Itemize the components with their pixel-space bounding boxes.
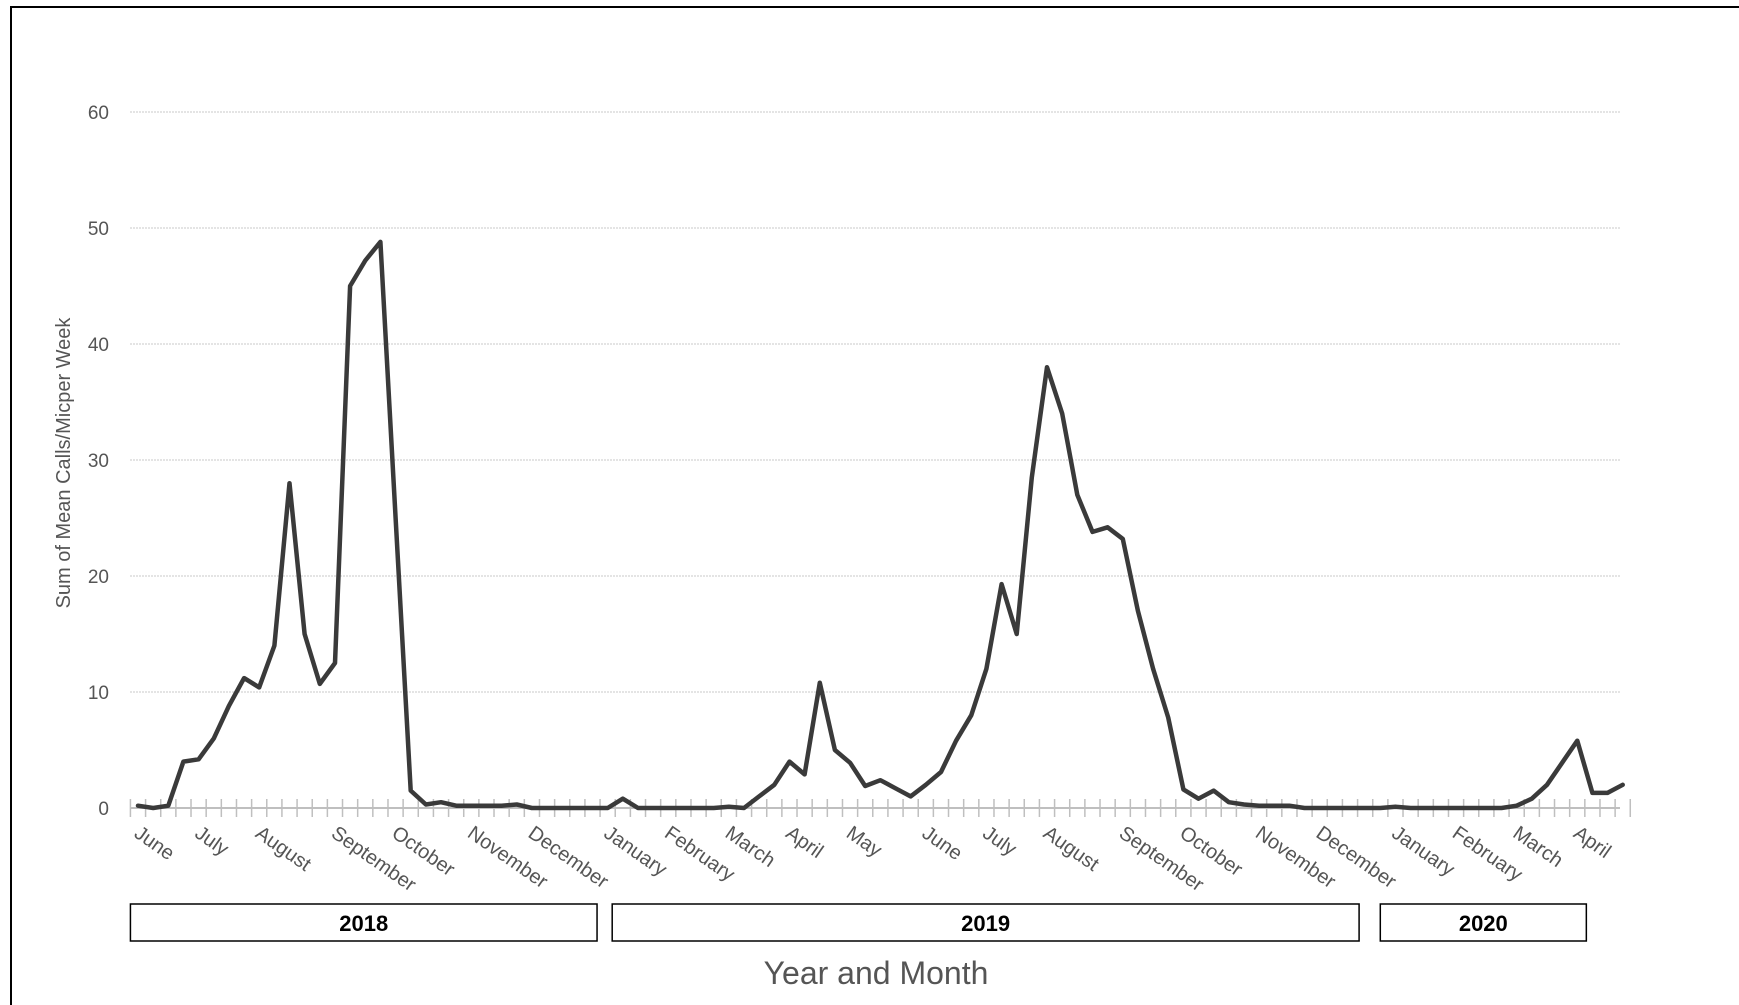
y-tick-label: 0 [98,799,109,820]
year-box-2018 [129,903,598,942]
y-tick-label: 20 [88,567,109,588]
y-tick-label: 40 [88,335,109,356]
year-label: 2020 [1459,911,1508,936]
year-box-2019 [611,903,1360,942]
y-tick-label: 50 [88,219,109,240]
year-label: 2018 [339,911,388,936]
y-tick-labels: 0 10 20 30 40 50 60 [88,103,109,820]
year-boxes: 2018 2019 2020 [129,903,1588,942]
x-axis-title: Year and Month [764,955,989,991]
chart-border [10,6,1739,1005]
series-line-0 [135,239,1625,811]
grid-layer [130,111,1620,693]
y-tick-label: 30 [88,451,109,472]
y-axis-title: Sum of Mean Calls/Micper Week [53,317,75,609]
y-tick-label: 10 [88,683,109,704]
series-layer [135,239,1625,811]
year-box-2020 [1379,903,1588,942]
y-tick-label: 60 [88,103,109,124]
year-label: 2019 [961,911,1010,936]
